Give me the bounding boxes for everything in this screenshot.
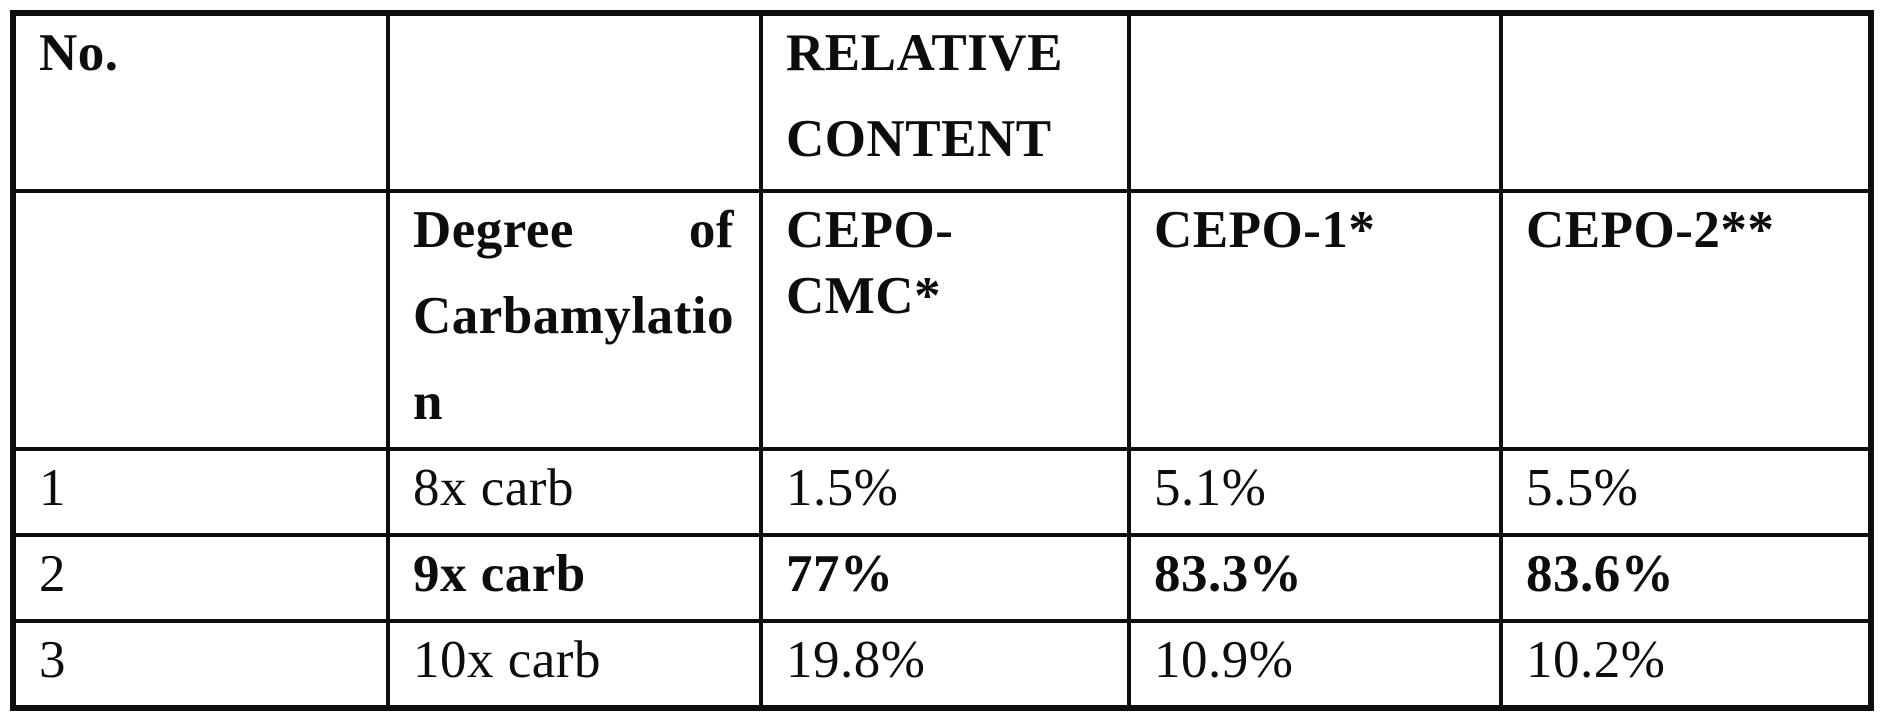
row-number-cell: 3 [11, 619, 390, 710]
table-row: 3 10x carb 19.8% 10.9% 10.2% [11, 619, 1873, 710]
degree-line3: n [413, 373, 443, 431]
degree-cell: 8x carb [386, 447, 763, 537]
table-row: 1 8x carb 1.5% 5.1% 5.5% [11, 447, 1873, 537]
cepo-2-value-cell: 5.5% [1499, 447, 1873, 537]
degree-cell: 10x carb [386, 619, 763, 710]
header-cepo-2-cell: CEPO-2** [1499, 189, 1873, 451]
of-word: of [688, 201, 734, 259]
cepo-1-value-cell: 10.9% [1127, 619, 1503, 710]
cepo-2-value-cell: 10.2% [1499, 619, 1873, 710]
header-degree-of-carbamylation-cell: Degree of Carbamylatio n [386, 189, 763, 451]
degree-line1: Degree of [413, 197, 734, 263]
header-cepo-cmc-cell: CEPO-CMC* [759, 189, 1131, 451]
degree-cell: 9x carb [386, 533, 763, 623]
header-row-1: No. RELATIVE CONTENT [11, 11, 1873, 193]
cepo-1-value-cell: 5.1% [1127, 447, 1503, 537]
empty-cell [1127, 11, 1503, 193]
cepo-cmc-value-cell: 19.8% [759, 619, 1131, 710]
header-no-label: No. [39, 24, 119, 82]
header-relative-content-cell: RELATIVE CONTENT [759, 11, 1131, 193]
empty-cell [11, 189, 390, 451]
empty-cell [386, 11, 763, 193]
relative-content-line2: CONTENT [786, 110, 1052, 168]
degree-word: Degree [413, 201, 574, 259]
empty-cell [1499, 11, 1873, 193]
header-cepo-1-cell: CEPO-1* [1127, 189, 1503, 451]
cepo-cmc-value-cell: 77% [759, 533, 1131, 623]
header-row-2: Degree of Carbamylatio n CEPO-CMC* CEPO-… [11, 189, 1873, 451]
row-number-cell: 1 [11, 447, 390, 537]
row-number-cell: 2 [11, 533, 390, 623]
cepo-cmc-value-cell: 1.5% [759, 447, 1131, 537]
table-row: 2 9x carb 77% 83.3% 83.6% [11, 533, 1873, 623]
degree-line2: Carbamylatio [413, 287, 735, 345]
cepo-1-value-cell: 83.3% [1127, 533, 1503, 623]
header-no-cell: No. [11, 11, 390, 193]
cepo-2-value-cell: 83.6% [1499, 533, 1873, 623]
carbamylation-relative-content-table: No. RELATIVE CONTENT Degree of Carbamyla… [10, 10, 1874, 711]
relative-content-line1: RELATIVE [786, 24, 1063, 82]
